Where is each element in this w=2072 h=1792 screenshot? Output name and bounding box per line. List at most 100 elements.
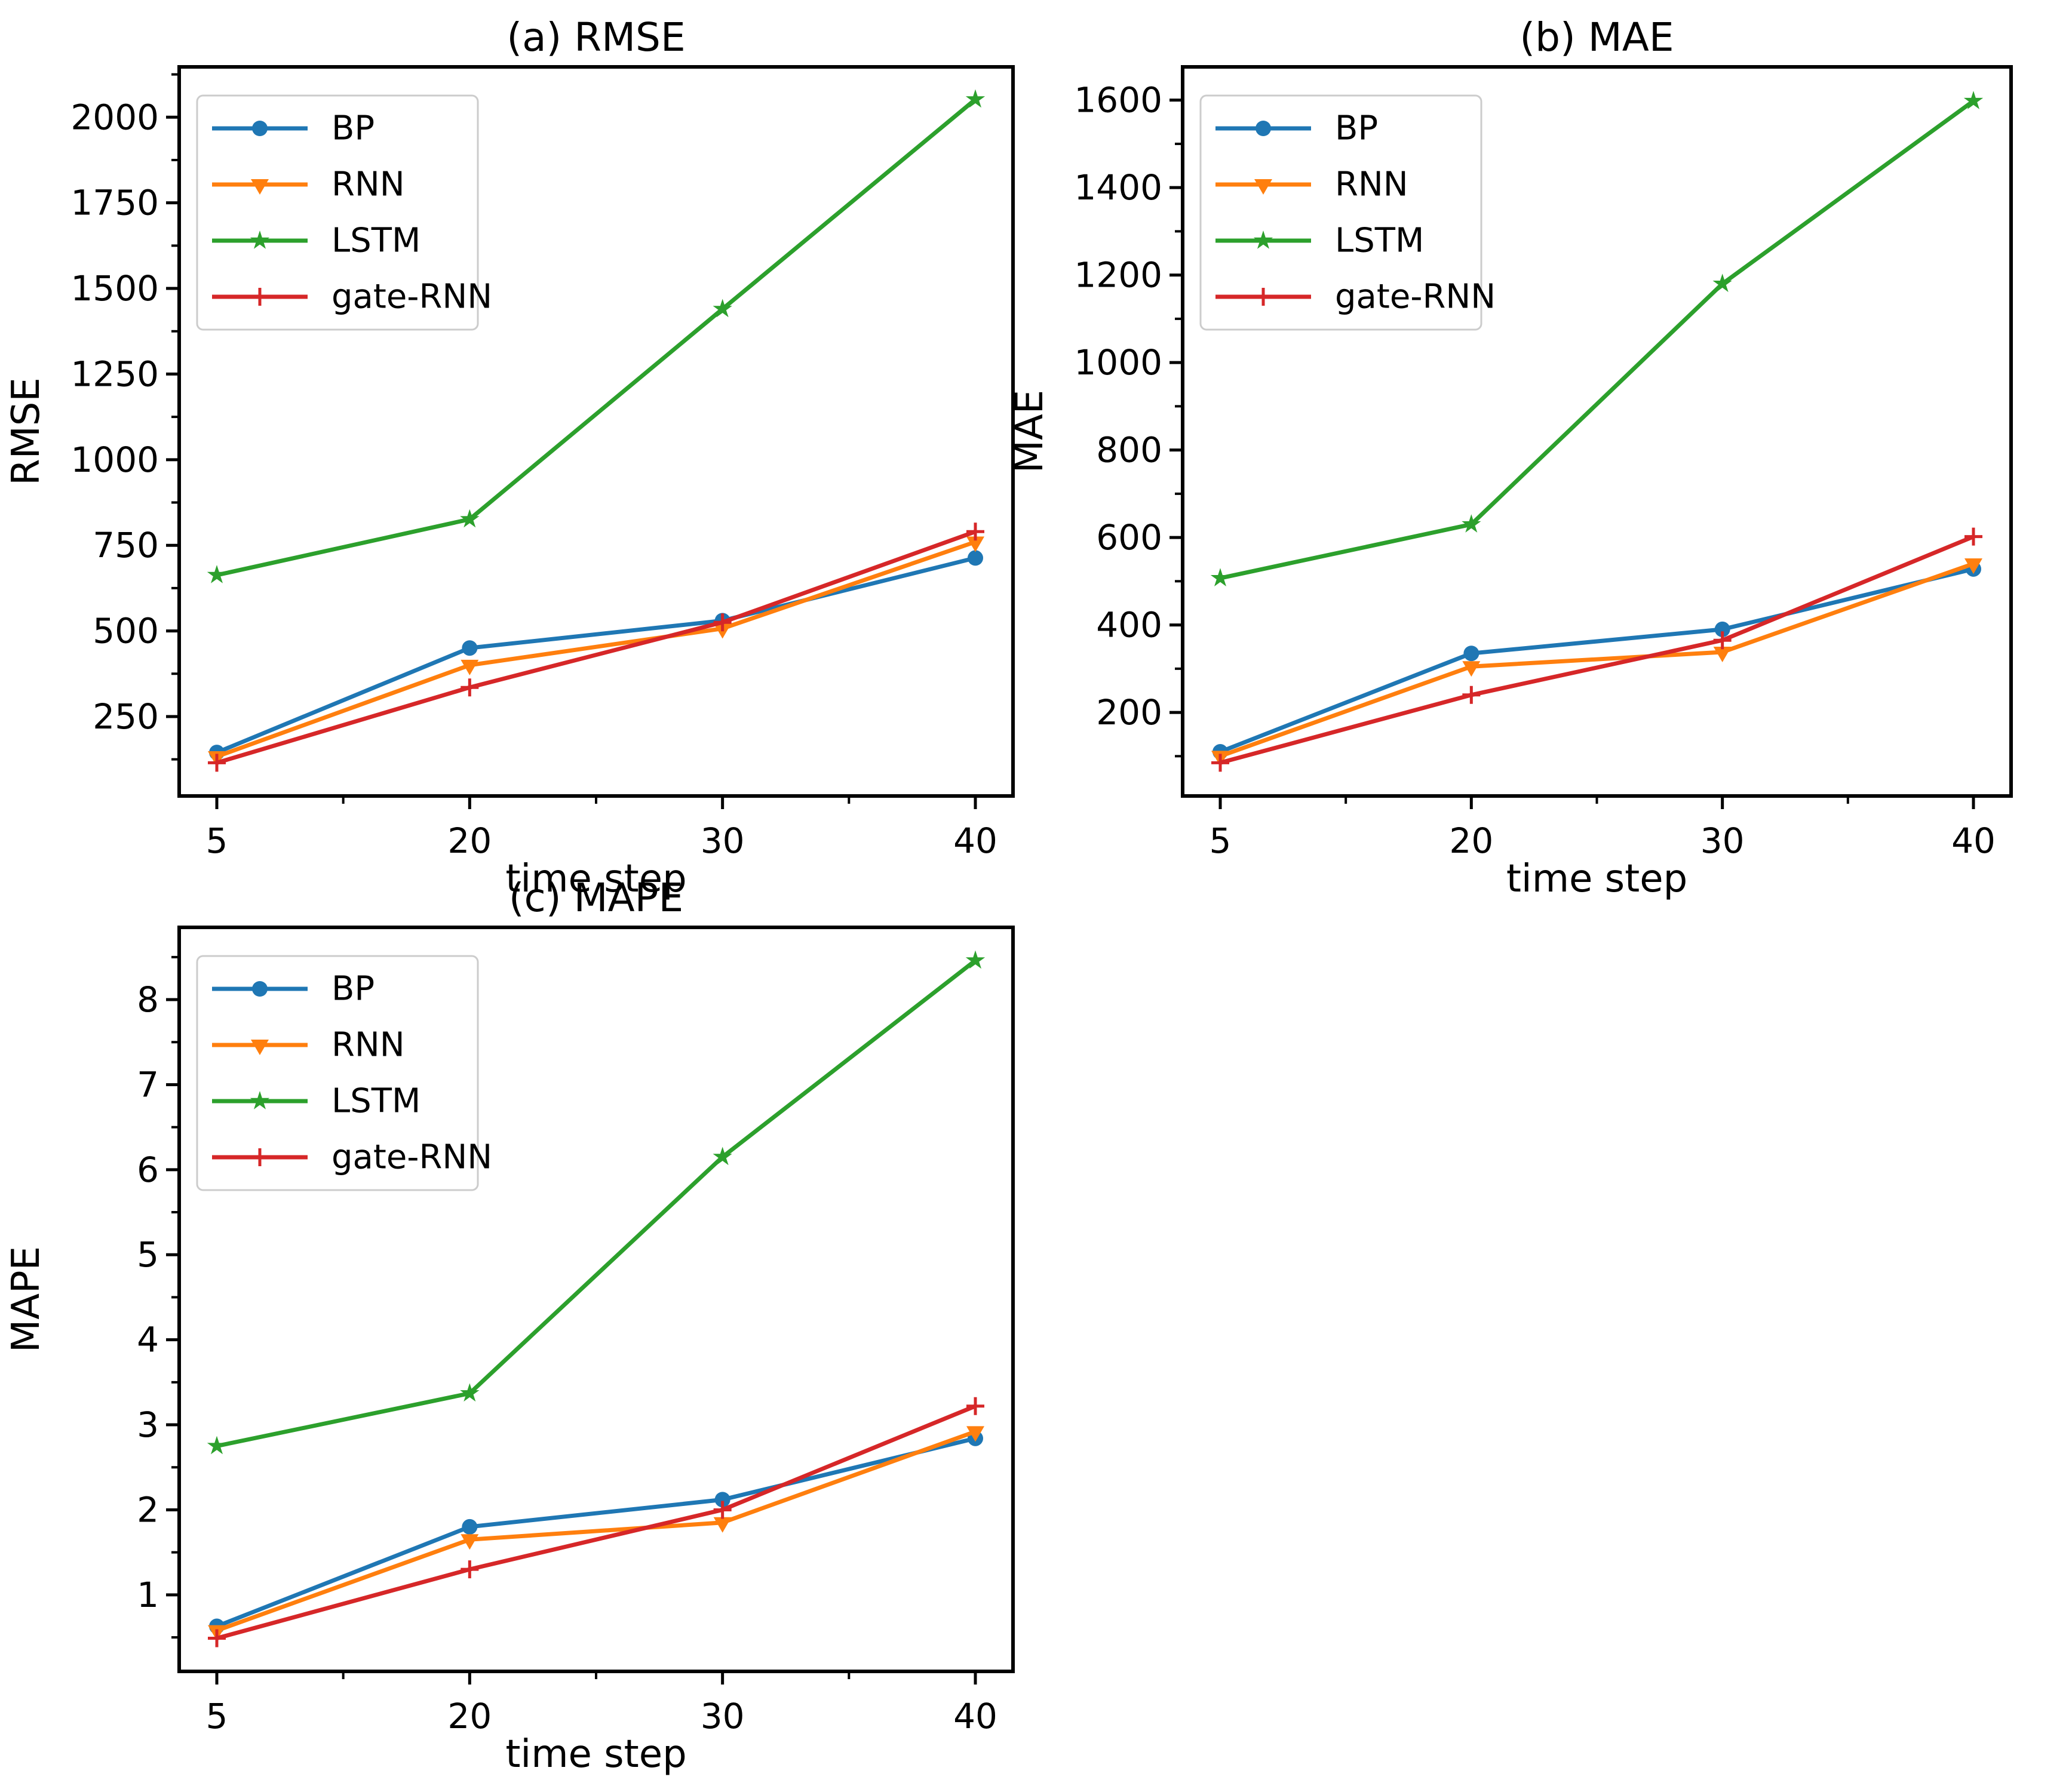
mae-ytick-label: 1200 — [1074, 255, 1162, 296]
rmse-ytick-label: 2000 — [70, 97, 159, 137]
mape-legend: BP RNN LSTM gate-RNN — [196, 955, 492, 1191]
rmse-line-LSTM — [214, 97, 978, 577]
mae-ytick-label: 800 — [1096, 430, 1162, 471]
chart-mae: (b) MAE time step MAE 5 20 30 40 200 400 600 800 10… — [1008, 14, 2013, 901]
mape-point-LSTM-5 — [207, 1436, 227, 1455]
mape-ytick-label: 3 — [137, 1404, 159, 1445]
mae-point-RNN-30 — [1713, 647, 1732, 663]
mape-legend-marker-gate-RNN — [251, 1148, 269, 1166]
rmse-point-LSTM-40 — [965, 89, 986, 108]
rmse-point-LSTM-30 — [713, 299, 732, 318]
rmse-point-RNN-40 — [966, 536, 984, 552]
rmse-xtick-label: 40 — [953, 820, 997, 861]
mae-point-gate-RNN-30 — [1713, 631, 1732, 650]
rmse-markers-LSTM — [207, 89, 986, 583]
mae-point-BP-20 — [1463, 646, 1479, 662]
rmse-legend-marker-BP — [252, 121, 268, 136]
mape-title: (c) MAPE — [509, 875, 683, 921]
mape-point-gate-RNN-5 — [208, 1629, 226, 1647]
rmse-xtick-label: 30 — [701, 820, 745, 861]
mae-legend-marker-BP — [1256, 121, 1271, 136]
mape-line-gate-RNN — [214, 1404, 978, 1640]
rmse-legend-box — [196, 94, 479, 331]
mae-ylabel: MAE — [1008, 390, 1052, 473]
mape-ytick-label: 8 — [137, 979, 159, 1020]
mae-xtick-label: 20 — [1449, 820, 1493, 861]
mae-ytick-label: 1600 — [1074, 80, 1162, 121]
mae-legend-marker-LSTM — [1253, 230, 1273, 249]
rmse-legend-label-RNN: RNN — [331, 165, 405, 204]
mae-point-gate-RNN-5 — [1211, 754, 1229, 772]
mape-markers-LSTM — [207, 950, 986, 1455]
mae-legend-marker-RNN — [1254, 179, 1272, 195]
rmse-point-BP-20 — [462, 640, 478, 656]
mape-ytick-label: 4 — [137, 1320, 159, 1360]
rmse-markers-gate-RNN — [208, 522, 984, 772]
mape-point-gate-RNN-30 — [713, 1501, 732, 1519]
mae-legend-label-gate-RNN: gate-RNN — [1335, 278, 1496, 316]
mae-point-LSTM-30 — [1712, 273, 1732, 293]
rmse-title: (a) RMSE — [507, 14, 685, 60]
mape-xtick-label: 40 — [953, 1696, 997, 1736]
rmse-ytick-label: 1500 — [70, 268, 159, 309]
mae-line-RNN — [1218, 561, 1976, 758]
mape-line-BP — [214, 1436, 978, 1628]
mape-ytick-label: 2 — [137, 1489, 159, 1530]
rmse-point-gate-RNN-40 — [966, 522, 984, 541]
mae-ytick-label: 200 — [1096, 692, 1162, 733]
mae-line-BP — [1218, 567, 1976, 754]
rmse-ytick-label: 1250 — [70, 354, 159, 394]
mape-point-gate-RNN-20 — [461, 1560, 479, 1579]
mape-markers-gate-RNN — [208, 1397, 984, 1647]
mape-legend-box — [196, 955, 479, 1191]
rmse-legend-label-BP: BP — [331, 109, 375, 148]
mape-ytick-label: 1 — [137, 1575, 159, 1615]
mape-point-BP-30 — [714, 1492, 730, 1508]
rmse-xtick-label: 20 — [447, 820, 492, 861]
rmse-legend: BP RNN LSTM gate-RNN — [196, 94, 492, 331]
mae-markers-LSTM — [1210, 91, 1984, 586]
mae-legend-label-RNN: RNN — [1335, 165, 1408, 204]
mape-xlabel: time step — [505, 1732, 686, 1776]
rmse-point-LSTM-20 — [460, 509, 480, 528]
mae-point-gate-RNN-20 — [1462, 686, 1481, 704]
rmse-ylabel: RMSE — [4, 377, 48, 485]
rmse-ytick-label: 250 — [93, 696, 159, 737]
rmse-line-BP — [214, 555, 978, 755]
mae-xtick-label: 30 — [1700, 820, 1745, 861]
mae-point-RNN-20 — [1462, 661, 1481, 677]
mae-ytick-label: 1400 — [1074, 167, 1162, 208]
rmse-legend-label-LSTM: LSTM — [331, 222, 420, 260]
mape-point-RNN-40 — [966, 1426, 984, 1442]
mape-xtick-label: 5 — [206, 1696, 228, 1736]
rmse-point-RNN-20 — [461, 659, 479, 675]
rmse-legend-marker-LSTM — [250, 230, 270, 249]
mae-legend-label-LSTM: LSTM — [1335, 222, 1424, 260]
mape-line-RNN — [214, 1429, 978, 1633]
mape-ytick-label: 7 — [137, 1064, 159, 1105]
mae-xtick-label: 40 — [1951, 820, 1996, 861]
mae-ytick-label: 1000 — [1074, 342, 1162, 383]
mape-ytick-label: 5 — [137, 1234, 159, 1275]
mae-legend-label-BP: BP — [1335, 109, 1378, 148]
rmse-point-gate-RNN-30 — [713, 613, 732, 632]
mae-point-RNN-40 — [1964, 558, 1982, 574]
rmse-line-gate-RNN — [214, 529, 978, 765]
mape-point-RNN-20 — [461, 1534, 479, 1550]
mae-title: (b) MAE — [1520, 14, 1674, 60]
mape-point-gate-RNN-40 — [966, 1397, 984, 1415]
mae-ytick-label: 400 — [1096, 605, 1162, 646]
mae-point-LSTM-20 — [1462, 514, 1481, 533]
mape-legend-marker-LSTM — [250, 1091, 270, 1109]
rmse-ytick-label: 1750 — [70, 183, 159, 223]
rmse-legend-marker-gate-RNN — [251, 288, 269, 306]
mape-xtick-label: 30 — [701, 1696, 745, 1736]
mae-point-LSTM-40 — [1963, 91, 1984, 109]
rmse-xtick-label: 5 — [206, 820, 228, 861]
mae-point-LSTM-5 — [1210, 568, 1230, 586]
mape-legend-label-RNN: RNN — [331, 1026, 405, 1065]
mae-legend-box — [1199, 94, 1482, 331]
rmse-line-RNN — [214, 540, 978, 759]
